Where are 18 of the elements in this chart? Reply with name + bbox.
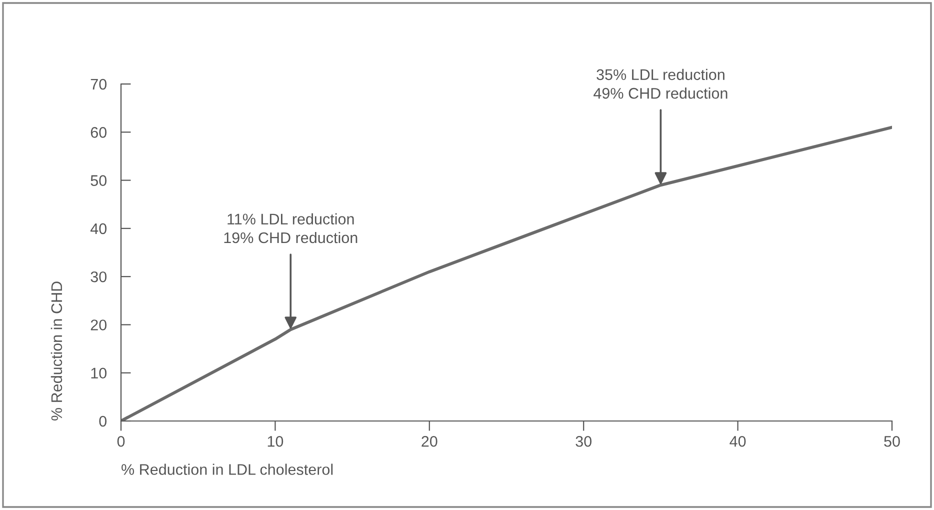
annotation: 35% LDL reduction 49% CHD reduction bbox=[594, 68, 728, 99]
y-tick-label: 30 bbox=[90, 271, 107, 282]
x-axis-title: % Reduction in LDL cholesterol bbox=[122, 464, 333, 475]
y-tick-label: 20 bbox=[90, 320, 107, 330]
y-tick-label: 40 bbox=[90, 223, 107, 234]
annotation: 11% LDL reduction 19% CHD reduction bbox=[224, 213, 358, 244]
x-tick-label: 0 bbox=[117, 436, 125, 447]
y-tick-label: 10 bbox=[91, 368, 107, 379]
y-tick-label: 60 bbox=[90, 127, 107, 138]
x-tick-label: 50 bbox=[884, 436, 900, 447]
x-tick-label: 20 bbox=[422, 436, 438, 447]
x-tick-label: 30 bbox=[576, 436, 592, 447]
y-axis-title: % Reduction in CHD bbox=[50, 282, 62, 420]
y-tick-label: 70 bbox=[90, 78, 107, 90]
x-tick-label: 40 bbox=[730, 436, 746, 447]
y-tick-label: 50 bbox=[90, 175, 107, 186]
x-tick-label: 10 bbox=[268, 436, 284, 447]
y-tick-label: 0 bbox=[99, 416, 107, 427]
